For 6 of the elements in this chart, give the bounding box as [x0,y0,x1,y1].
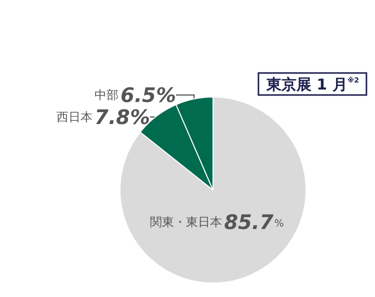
slice-label: 中部 [94,88,119,102]
data-label: 7.8% [94,105,150,129]
slice-label: 関東・東日本 [150,215,222,229]
slice-label: 西日本 [56,110,93,124]
data-label: 6.5% [120,83,176,107]
data-label: 85.7% [224,210,284,234]
